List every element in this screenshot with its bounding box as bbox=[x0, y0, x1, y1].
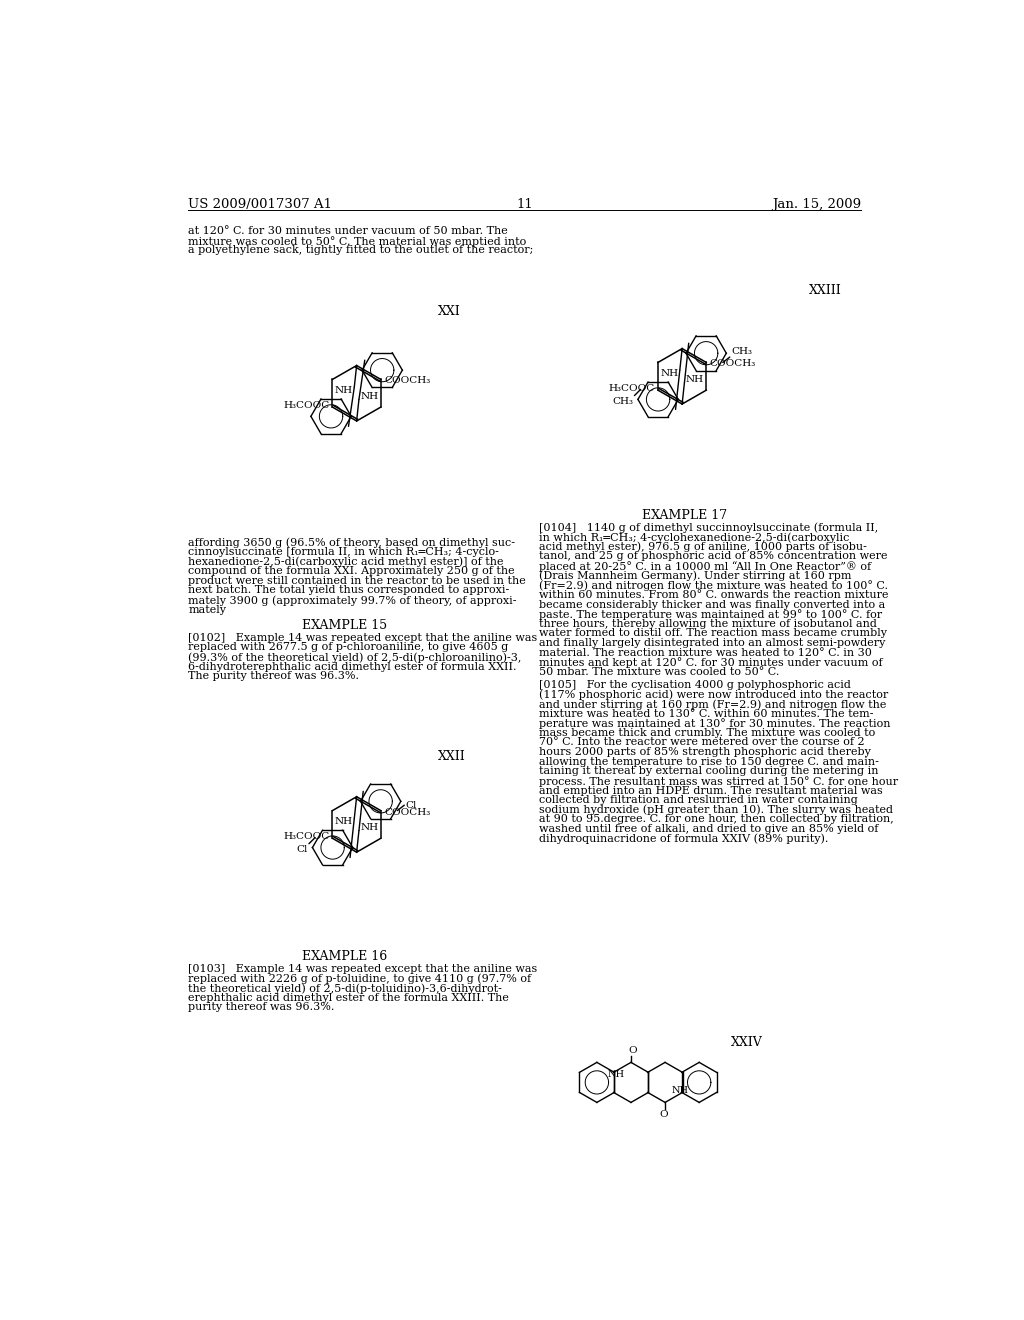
Text: collected by filtration and reslurried in water containing: collected by filtration and reslurried i… bbox=[539, 795, 857, 805]
Text: (Fr=2.9) and nitrogen flow the mixture was heated to 100° C.: (Fr=2.9) and nitrogen flow the mixture w… bbox=[539, 581, 888, 591]
Text: (117% phosphoric acid) were now introduced into the reactor: (117% phosphoric acid) were now introduc… bbox=[539, 689, 888, 700]
Text: dihydroquinacridone of formula XXIV (89% purity).: dihydroquinacridone of formula XXIV (89%… bbox=[539, 834, 828, 845]
Text: [0104]   1140 g of dimethyl succinnoylsuccinate (formula II,: [0104] 1140 g of dimethyl succinnoylsucc… bbox=[539, 523, 878, 533]
Text: XXI: XXI bbox=[438, 305, 461, 318]
Text: XXIII: XXIII bbox=[809, 284, 841, 297]
Text: [0105]   For the cyclisation 4000 g polyphosphoric acid: [0105] For the cyclisation 4000 g polyph… bbox=[539, 680, 851, 689]
Text: water formed to distil off. The reaction mass became crumbly: water formed to distil off. The reaction… bbox=[539, 628, 887, 639]
Text: in which R₁═CH₃; 4-cyclohexanedione-2,5-di(carboxylic: in which R₁═CH₃; 4-cyclohexanedione-2,5-… bbox=[539, 532, 849, 543]
Text: CH₃: CH₃ bbox=[612, 397, 633, 407]
Text: COOCH₃: COOCH₃ bbox=[384, 808, 430, 817]
Text: NH: NH bbox=[686, 375, 705, 384]
Text: NH: NH bbox=[360, 392, 379, 401]
Text: mixture was cooled to 50° C. The material was emptied into: mixture was cooled to 50° C. The materia… bbox=[188, 236, 526, 247]
Text: 6-dihydroterephthalic acid dimethyl ester of formula XXII.: 6-dihydroterephthalic acid dimethyl este… bbox=[188, 661, 517, 672]
Text: EXAMPLE 17: EXAMPLE 17 bbox=[642, 508, 727, 521]
Text: NH: NH bbox=[335, 817, 352, 826]
Text: mately 3900 g (approximately 99.7% of theory, of approxi-: mately 3900 g (approximately 99.7% of th… bbox=[188, 595, 517, 606]
Text: (Drais Mannheim Germany). Under stirring at 160 rpm: (Drais Mannheim Germany). Under stirring… bbox=[539, 570, 851, 581]
Text: NH: NH bbox=[607, 1071, 625, 1080]
Text: CH₃: CH₃ bbox=[731, 347, 753, 355]
Text: NH: NH bbox=[335, 385, 352, 395]
Text: washed until free of alkali, and dried to give an 85% yield of: washed until free of alkali, and dried t… bbox=[539, 824, 879, 834]
Text: sodium hydroxide (pH greater than 10). The slurry was heated: sodium hydroxide (pH greater than 10). T… bbox=[539, 805, 893, 816]
Text: Cl: Cl bbox=[296, 845, 307, 854]
Text: EXAMPLE 15: EXAMPLE 15 bbox=[302, 619, 387, 632]
Text: NH: NH bbox=[660, 368, 678, 378]
Text: H₃COOC: H₃COOC bbox=[608, 384, 655, 393]
Text: and finally largely disintegrated into an almost semi-powdery: and finally largely disintegrated into a… bbox=[539, 638, 885, 648]
Text: COOCH₃: COOCH₃ bbox=[710, 359, 756, 368]
Text: COOCH₃: COOCH₃ bbox=[384, 376, 430, 385]
Text: next batch. The total yield thus corresponded to approxi-: next batch. The total yield thus corresp… bbox=[188, 585, 510, 595]
Text: erephthalic acid dimethyl ester of the formula XXIII. The: erephthalic acid dimethyl ester of the f… bbox=[188, 993, 509, 1003]
Text: Cl: Cl bbox=[406, 801, 417, 809]
Text: allowing the temperature to rise to 150 degree C. and main-: allowing the temperature to rise to 150 … bbox=[539, 756, 879, 767]
Text: 11: 11 bbox=[516, 198, 534, 211]
Text: became considerably thicker and was finally converted into a: became considerably thicker and was fina… bbox=[539, 599, 885, 610]
Text: US 2009/0017307 A1: US 2009/0017307 A1 bbox=[188, 198, 333, 211]
Text: EXAMPLE 16: EXAMPLE 16 bbox=[302, 950, 388, 964]
Text: 70° C. Into the reactor were metered over the course of 2: 70° C. Into the reactor were metered ove… bbox=[539, 738, 864, 747]
Text: a polyethylene sack, tightly fitted to the outlet of the reactor;: a polyethylene sack, tightly fitted to t… bbox=[188, 246, 534, 255]
Text: acid methyl ester), 976.5 g of aniline, 1000 parts of isobu-: acid methyl ester), 976.5 g of aniline, … bbox=[539, 543, 866, 553]
Text: Jan. 15, 2009: Jan. 15, 2009 bbox=[772, 198, 861, 211]
Text: compound of the formula XXI. Approximately 250 g of the: compound of the formula XXI. Approximate… bbox=[188, 566, 515, 576]
Text: XXIV: XXIV bbox=[731, 1036, 763, 1049]
Text: mately: mately bbox=[188, 605, 226, 615]
Text: hours 2000 parts of 85% strength phosphoric acid thereby: hours 2000 parts of 85% strength phospho… bbox=[539, 747, 870, 758]
Text: and emptied into an HDPE drum. The resultant material was: and emptied into an HDPE drum. The resul… bbox=[539, 785, 883, 796]
Text: [0103]   Example 14 was repeated except that the aniline was: [0103] Example 14 was repeated except th… bbox=[188, 964, 538, 974]
Text: material. The reaction mixture was heated to 120° C. in 30: material. The reaction mixture was heate… bbox=[539, 648, 871, 657]
Text: perature was maintained at 130° for 30 minutes. The reaction: perature was maintained at 130° for 30 m… bbox=[539, 718, 890, 729]
Text: product were still contained in the reactor to be used in the: product were still contained in the reac… bbox=[188, 576, 526, 586]
Text: tanol, and 25 g of phosphoric acid of 85% concentration were: tanol, and 25 g of phosphoric acid of 85… bbox=[539, 552, 887, 561]
Text: taining it thereat by external cooling during the metering in: taining it thereat by external cooling d… bbox=[539, 767, 879, 776]
Text: mass became thick and crumbly. The mixture was cooled to: mass became thick and crumbly. The mixtu… bbox=[539, 727, 874, 738]
Text: affording 3650 g (96.5% of theory, based on dimethyl suc-: affording 3650 g (96.5% of theory, based… bbox=[188, 537, 515, 548]
Text: process. The resultant mass was stirred at 150° C. for one hour: process. The resultant mass was stirred … bbox=[539, 776, 898, 787]
Text: 50 mbar. The mixture was cooled to 50° C.: 50 mbar. The mixture was cooled to 50° C… bbox=[539, 667, 779, 677]
Text: XXII: XXII bbox=[438, 750, 466, 763]
Text: minutes and kept at 120° C. for 30 minutes under vacuum of: minutes and kept at 120° C. for 30 minut… bbox=[539, 657, 883, 668]
Text: at 90 to 95.degree. C. for one hour, then collected by filtration,: at 90 to 95.degree. C. for one hour, the… bbox=[539, 814, 894, 825]
Text: The purity thereof was 96.3%.: The purity thereof was 96.3%. bbox=[188, 671, 359, 681]
Text: (99.3% of the theoretical yield) of 2,5-di(p-chloroanilino)-3,: (99.3% of the theoretical yield) of 2,5-… bbox=[188, 652, 522, 663]
Text: paste. The temperature was maintained at 99° to 100° C. for: paste. The temperature was maintained at… bbox=[539, 610, 882, 620]
Text: replaced with 2677.5 g of p-chloroaniline, to give 4605 g: replaced with 2677.5 g of p-chloroanilin… bbox=[188, 643, 509, 652]
Text: [0102]   Example 14 was repeated except that the aniline was: [0102] Example 14 was repeated except th… bbox=[188, 632, 538, 643]
Text: within 60 minutes. From 80° C. onwards the reaction mixture: within 60 minutes. From 80° C. onwards t… bbox=[539, 590, 888, 601]
Text: NH: NH bbox=[360, 824, 379, 832]
Text: placed at 20-25° C. in a 10000 ml “All In One Reactor”® of: placed at 20-25° C. in a 10000 ml “All I… bbox=[539, 561, 870, 572]
Text: H₃COOC: H₃COOC bbox=[283, 833, 330, 841]
Text: O: O bbox=[628, 1045, 637, 1055]
Text: O: O bbox=[659, 1110, 668, 1119]
Text: purity thereof was 96.3%.: purity thereof was 96.3%. bbox=[188, 1002, 335, 1012]
Text: replaced with 2226 g of p-toluidine, to give 4110 g (97.7% of: replaced with 2226 g of p-toluidine, to … bbox=[188, 973, 531, 983]
Text: three hours, thereby allowing the mixture of isobutanol and: three hours, thereby allowing the mixtur… bbox=[539, 619, 877, 628]
Text: and under stirring at 160 rpm (Fr=2.9) and nitrogen flow the: and under stirring at 160 rpm (Fr=2.9) a… bbox=[539, 700, 886, 710]
Text: hexanedione-2,5-di(carboxylic acid methyl ester)] of the: hexanedione-2,5-di(carboxylic acid methy… bbox=[188, 557, 504, 568]
Text: NH: NH bbox=[672, 1085, 688, 1094]
Text: H₃COOC: H₃COOC bbox=[283, 401, 330, 411]
Text: at 120° C. for 30 minutes under vacuum of 50 mbar. The: at 120° C. for 30 minutes under vacuum o… bbox=[188, 226, 508, 236]
Text: cinnoylsuccinate [formula II, in which R₁═CH₃; 4-cyclo-: cinnoylsuccinate [formula II, in which R… bbox=[188, 546, 500, 557]
Text: mixture was heated to 130° C. within 60 minutes. The tem-: mixture was heated to 130° C. within 60 … bbox=[539, 709, 873, 718]
Text: the theoretical yield) of 2,5-di(p-toluidino)-3,6-dihydrot-: the theoretical yield) of 2,5-di(p-tolui… bbox=[188, 983, 503, 994]
